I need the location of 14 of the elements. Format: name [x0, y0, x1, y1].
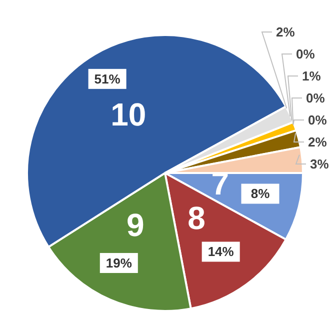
text: 0% [296, 46, 315, 62]
text: 0% [306, 90, 325, 106]
data-label: 2% [276, 24, 296, 40]
data-label: 1% [302, 68, 322, 84]
data-label: 2% [308, 134, 328, 150]
text: 0% [308, 112, 327, 128]
data-label: 51% [94, 71, 121, 86]
data-label: 8% [250, 186, 270, 202]
slice-label: 8 [188, 200, 206, 236]
data-label: 19% [106, 255, 132, 270]
data-label: 3% [310, 156, 330, 172]
slice-label: 9 [126, 206, 144, 243]
data-label: 14% [208, 244, 234, 260]
slice-label: 10 [110, 96, 146, 133]
